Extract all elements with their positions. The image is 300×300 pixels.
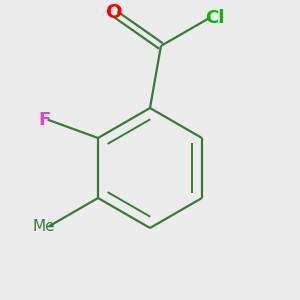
Text: Me: Me bbox=[32, 219, 55, 234]
Text: Cl: Cl bbox=[205, 9, 224, 27]
Text: O: O bbox=[106, 3, 122, 22]
Text: F: F bbox=[38, 111, 50, 129]
